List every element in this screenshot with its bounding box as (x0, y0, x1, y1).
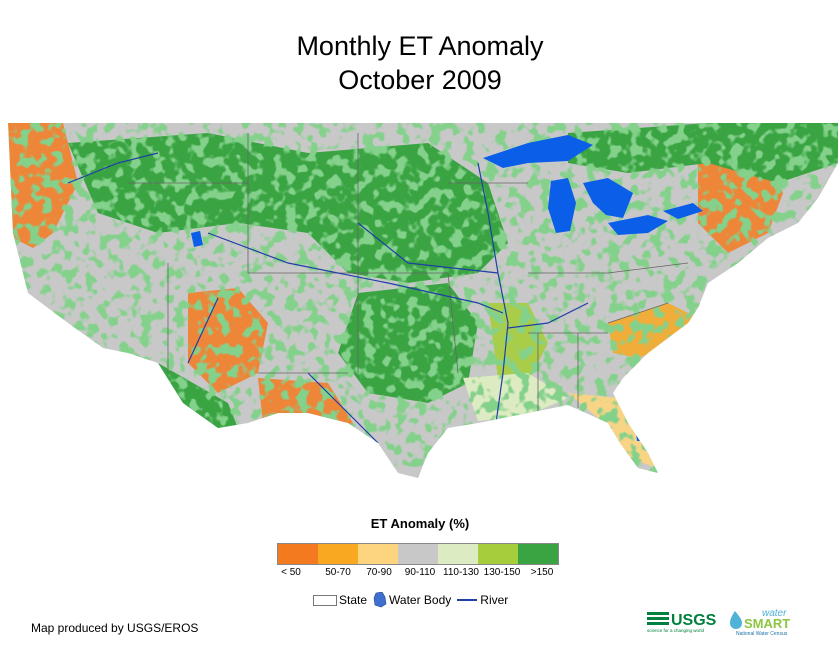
legend-tick-labels: < 50 50-70 70-90 90-110 110-130 130-150 … (277, 567, 563, 581)
et-anomaly-map (8, 123, 838, 478)
map-title-line2: October 2009 (338, 65, 502, 95)
legend-color-bar (277, 543, 559, 565)
feature-legend: State Water Body River (313, 592, 514, 608)
watersmart-top-text: water (762, 608, 787, 619)
usgs-tagline: science for a changing world (647, 628, 705, 633)
legend-swatch-50-70 (318, 544, 358, 564)
legend-item-water: Water Body (373, 592, 451, 608)
legend-swatch-90-110 (398, 544, 438, 564)
state-boundary-icon (313, 594, 337, 606)
water-body-icon (373, 592, 387, 608)
usgs-logo: USGS science for a changing world (647, 612, 717, 633)
usgs-logo-text: USGS (671, 612, 717, 629)
legend-swatch-lt50 (278, 544, 318, 564)
legend-label-gt150: >150 (530, 567, 554, 578)
watersmart-main-text: SMART (744, 616, 790, 631)
river-line-icon (457, 599, 478, 601)
map-title-line1: Monthly ET Anomaly (296, 31, 544, 61)
legend-swatch-70-90 (358, 544, 398, 564)
legend-river-label: River (480, 593, 509, 607)
legend-swatch-110-130 (438, 544, 478, 564)
legend-item-state: State (313, 593, 367, 607)
credit-text: Map produced by USGS/EROS (31, 621, 199, 635)
legend-title: ET Anomaly (%) (370, 516, 470, 531)
legend-state-label: State (339, 593, 368, 607)
legend-label-130-150: 130-150 (483, 567, 521, 578)
legend-water-label: Water Body (389, 593, 452, 607)
legend-label-90-110: 90-110 (404, 567, 436, 578)
legend-label-110-130: 110-130 (443, 567, 479, 578)
legend-label-lt50: < 50 (281, 567, 301, 578)
watersmart-logo: water SMART National Water Census (730, 608, 790, 637)
legend-label-50-70: 50-70 (325, 567, 351, 578)
legend-item-river: River (457, 593, 508, 607)
legend-swatch-gt150 (518, 544, 558, 564)
watersmart-sub-text: National Water Census (736, 631, 788, 637)
legend-swatch-130-150 (478, 544, 518, 564)
legend-label-70-90: 70-90 (366, 567, 392, 578)
